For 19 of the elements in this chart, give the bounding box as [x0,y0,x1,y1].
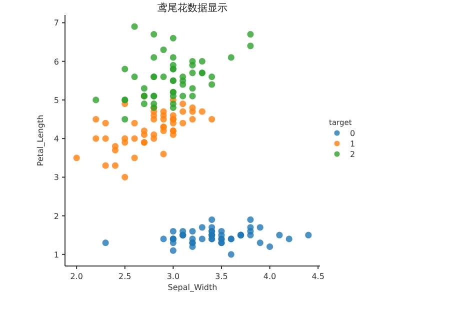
legend-label: 2 [350,150,356,159]
x-tick-label: 2.0 [70,272,83,281]
y-tick-label: 1 [54,250,59,260]
x-tick-label: 2.5 [118,272,132,281]
chart-title: 鸢尾花数据显示 [158,2,228,14]
x-axis-title: Sepal_Width [168,283,218,292]
x-tick-label: 3.0 [166,272,180,281]
y-tick-label: 3 [54,173,59,182]
legend-label: 0 [350,129,356,138]
y-tick-label: 2 [54,212,59,221]
y-tick-label: 5 [54,96,59,105]
x-tick-label: 4.0 [263,272,276,281]
x-tick-label: 4.5 [312,272,324,281]
y-tick-label: 4 [54,134,59,144]
y-tick-label: 6 [54,57,59,66]
y-axis-title: Petal_Length [36,114,45,166]
y-tick-label: 7 [54,18,59,28]
x-tick-label: 3.5 [215,272,228,281]
legend-label: 1 [350,140,356,148]
